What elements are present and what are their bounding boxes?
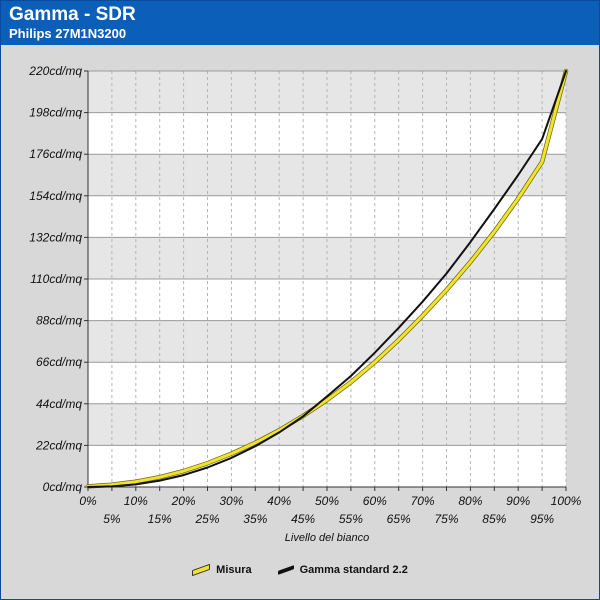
legend-swatch-gamma	[277, 565, 294, 575]
x-tick-label: 60%	[363, 494, 387, 508]
x-tick-label: 70%	[411, 494, 435, 508]
legend-label-gamma: Gamma standard 2.2	[299, 564, 408, 576]
y-tick-label: 110cd/mq	[30, 272, 82, 286]
x-tick-label: 15%	[148, 512, 172, 526]
y-tick-label: 198cd/mq	[29, 106, 82, 120]
chart-subtitle: Philips 27M1N3200	[9, 26, 127, 41]
legend-item-gamma: Gamma standard 2.2	[277, 564, 408, 576]
y-tick-label: 132cd/mq	[29, 230, 82, 244]
y-tick-label: 220cd/mq	[28, 64, 82, 78]
y-tick-label: 176cd/mq	[29, 147, 82, 161]
x-tick-label: 30%	[219, 494, 243, 508]
legend-swatch-misura	[192, 563, 211, 577]
x-tick-label: 25%	[194, 512, 219, 526]
x-tick-label: 0%	[79, 494, 97, 508]
x-tick-label: 50%	[315, 494, 339, 508]
y-tick-label: 0cd/mq	[43, 480, 83, 494]
legend-item-misura: Misura	[192, 563, 252, 577]
series-line-gamma-standard	[87, 70, 567, 488]
y-tick-label: 44cd/mq	[36, 397, 82, 411]
chart-legend: Misura Gamma standard 2.2	[0, 560, 600, 580]
legend-label-misura: Misura	[216, 564, 252, 576]
y-tick-label: 22cd/mq	[35, 438, 82, 452]
y-tick-label: 154cd/mq	[29, 189, 82, 203]
x-tick-label: 75%	[434, 512, 458, 526]
x-tick-label: 95%	[530, 512, 554, 526]
x-tick-label: 20%	[171, 494, 196, 508]
x-axis-label: Livello del bianco	[285, 532, 369, 544]
x-tick-label: 85%	[482, 512, 506, 526]
x-tick-label: 55%	[339, 512, 363, 526]
y-tick-label: 66cd/mq	[36, 355, 82, 369]
y-tick-label: 88cd/mq	[36, 314, 82, 328]
x-tick-label: 35%	[243, 512, 267, 526]
chart-header: Gamma - SDR Philips 27M1N3200	[1, 1, 599, 45]
x-tick-label: 45%	[291, 512, 315, 526]
x-tick-label: 10%	[124, 494, 148, 508]
chart-title: Gamma - SDR	[9, 4, 136, 25]
x-tick-label: 5%	[103, 512, 121, 526]
x-tick-label: 40%	[267, 494, 291, 508]
x-tick-label: 65%	[387, 512, 411, 526]
x-tick-label: 90%	[506, 494, 530, 508]
x-tick-label: 100%	[551, 494, 582, 508]
x-tick-label: 80%	[458, 494, 482, 508]
series-line-misura	[86, 69, 568, 488]
